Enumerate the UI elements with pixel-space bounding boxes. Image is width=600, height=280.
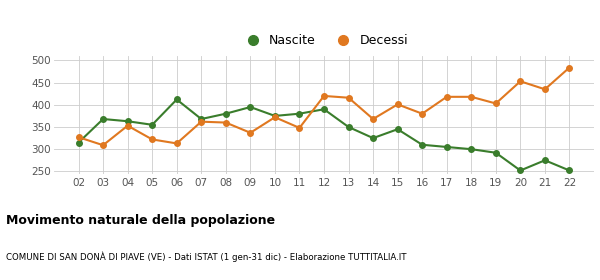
Decessi — [296, 126, 303, 130]
Decessi — [345, 96, 352, 99]
Nascite — [566, 169, 573, 172]
Nascite — [541, 158, 548, 162]
Text: Movimento naturale della popolazione: Movimento naturale della popolazione — [6, 214, 275, 227]
Nascite — [100, 117, 107, 121]
Decessi — [197, 120, 205, 123]
Nascite — [517, 169, 524, 172]
Nascite — [370, 136, 377, 140]
Decessi — [419, 112, 426, 115]
Nascite — [320, 108, 328, 111]
Nascite — [419, 143, 426, 146]
Nascite — [271, 114, 278, 118]
Nascite — [467, 148, 475, 151]
Decessi — [173, 142, 181, 145]
Nascite — [492, 151, 499, 155]
Decessi — [100, 144, 107, 147]
Decessi — [222, 121, 229, 124]
Nascite — [75, 141, 82, 144]
Decessi — [370, 117, 377, 121]
Nascite — [149, 123, 156, 127]
Decessi — [492, 102, 499, 105]
Decessi — [394, 103, 401, 106]
Decessi — [75, 136, 82, 139]
Nascite — [296, 112, 303, 115]
Line: Nascite: Nascite — [76, 97, 572, 173]
Line: Decessi: Decessi — [76, 65, 572, 148]
Decessi — [271, 116, 278, 119]
Nascite — [247, 105, 254, 109]
Decessi — [467, 95, 475, 99]
Decessi — [149, 138, 156, 141]
Nascite — [197, 117, 205, 121]
Nascite — [124, 120, 131, 123]
Decessi — [124, 124, 131, 127]
Text: COMUNE DI SAN DONÀ DI PIAVE (VE) - Dati ISTAT (1 gen-31 dic) - Elaborazione TUTT: COMUNE DI SAN DONÀ DI PIAVE (VE) - Dati … — [6, 252, 407, 262]
Decessi — [566, 66, 573, 69]
Nascite — [222, 112, 229, 115]
Nascite — [443, 145, 451, 149]
Legend: Nascite, Decessi: Nascite, Decessi — [235, 29, 413, 52]
Decessi — [517, 80, 524, 83]
Decessi — [443, 95, 451, 99]
Decessi — [247, 131, 254, 134]
Decessi — [541, 88, 548, 91]
Nascite — [345, 125, 352, 129]
Decessi — [320, 94, 328, 98]
Nascite — [173, 98, 181, 101]
Nascite — [394, 128, 401, 131]
